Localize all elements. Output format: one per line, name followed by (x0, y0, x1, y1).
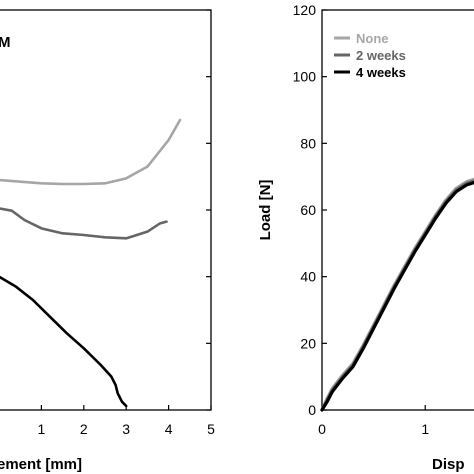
left-x-tick-label: 4 (165, 421, 173, 437)
left-panel: 1 2 3 4 5 M ement [mm] (0, 9, 215, 473)
left-x-tick-label: 1 (38, 421, 46, 437)
right-y-tick-label: 20 (300, 335, 316, 351)
left-series-line-0 (0, 118, 182, 186)
left-series-line-2 (0, 275, 128, 408)
right-y-tick-label: 0 (308, 402, 316, 418)
right-ticks: 0 20 40 60 80 100 120 0 1 (293, 2, 430, 437)
left-x-axis-label: ement [mm] (0, 456, 82, 473)
right-series (320, 177, 474, 412)
left-x-tick-label: 3 (122, 421, 130, 437)
right-series-line-2 (320, 180, 474, 412)
right-y-tick-label: 120 (293, 2, 317, 18)
right-y-tick-label: 40 (300, 269, 316, 285)
right-y-axis-label: Load [N] (257, 180, 274, 241)
right-y-tick-label: 60 (300, 202, 316, 218)
left-ticks: 1 2 3 4 5 (38, 9, 215, 437)
right-x-axis-label: Disp (432, 456, 465, 473)
right-x-tick-label: 1 (421, 421, 429, 437)
left-panel-letter: M (0, 34, 11, 51)
legend-entry: None (356, 31, 389, 46)
right-panel: 0 20 40 60 80 100 120 0 1 Load [N] Disp None 2 we… (257, 2, 474, 473)
left-series-line-1 (0, 207, 168, 240)
legend-entry: 2 weeks (356, 48, 406, 63)
left-x-tick-label: 5 (207, 421, 215, 437)
left-series (0, 118, 182, 408)
legend: None 2 weeks 4 weeks (334, 31, 406, 80)
right-y-tick-label: 80 (300, 135, 316, 151)
left-plot-frame (0, 9, 212, 411)
left-x-tick-label: 2 (80, 421, 88, 437)
right-y-tick-label: 100 (293, 69, 317, 85)
right-x-tick-label: 0 (318, 421, 326, 437)
legend-entry: 4 weeks (356, 65, 406, 80)
